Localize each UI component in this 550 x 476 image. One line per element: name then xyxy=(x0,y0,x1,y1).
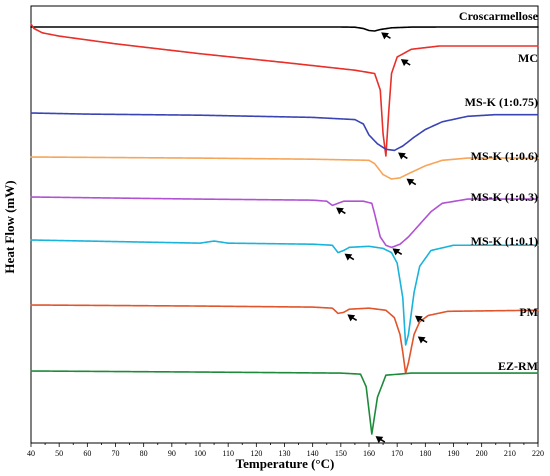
x-tick-label: 160 xyxy=(363,449,375,458)
series-trace xyxy=(30,26,539,32)
peak-arrow xyxy=(344,253,355,261)
peak-arrow xyxy=(398,152,408,160)
peak-arrow xyxy=(375,436,386,444)
x-tick-label: 210 xyxy=(504,449,516,458)
x-tick-label: 200 xyxy=(476,449,488,458)
x-tick-label: 140 xyxy=(307,449,319,458)
x-tick-label: 90 xyxy=(168,449,176,458)
peak-arrows xyxy=(336,32,428,444)
x-tick-label: 220 xyxy=(532,449,544,458)
series-trace xyxy=(30,23,539,157)
series-trace xyxy=(30,156,539,180)
x-tick-label: 130 xyxy=(279,449,291,458)
peak-arrow xyxy=(392,248,403,256)
y-axis-title: Heat Flow (mW) xyxy=(2,180,17,273)
series-label: PM xyxy=(519,305,538,319)
peak-arrow xyxy=(347,314,358,322)
series-label: MS-K (1:0.6) xyxy=(471,149,538,163)
x-tick-label: 170 xyxy=(391,449,403,458)
series-label: MS-K (1:0.1) xyxy=(471,234,538,248)
plot-area xyxy=(30,5,539,444)
x-axis: 40 50 60 70 80 90 100 110 120 130 140 150 160 170 180 1… xyxy=(27,443,544,458)
series-label: MC xyxy=(518,51,538,65)
x-tick-label: 190 xyxy=(448,449,460,458)
x-tick-label: 40 xyxy=(27,449,35,458)
series-trace xyxy=(30,304,539,375)
series-label: EZ-RM xyxy=(498,359,538,373)
series-trace xyxy=(30,370,539,435)
series-traces xyxy=(30,23,539,435)
x-tick-label: 180 xyxy=(419,449,431,458)
series-label: MS-K (1:0.3) xyxy=(471,190,538,204)
series-trace xyxy=(30,112,539,152)
series-label: Croscarmellose xyxy=(459,9,539,23)
series-trace xyxy=(30,196,539,249)
peak-arrow xyxy=(414,315,425,323)
x-tick-label: 80 xyxy=(140,449,148,458)
series-label: MS-K (1:0.75) xyxy=(465,95,538,109)
x-tick-label: 150 xyxy=(335,449,347,458)
peak-arrow xyxy=(381,32,391,40)
series-trace xyxy=(30,239,539,346)
x-tick-label: 50 xyxy=(55,449,63,458)
x-tick-label: 110 xyxy=(222,449,234,458)
peak-arrow xyxy=(417,336,428,344)
plot-frame xyxy=(30,5,539,444)
x-tick-label: 70 xyxy=(112,449,120,458)
series-labels: Croscarmellose MC MS-K (1:0.75) MS-K (1:0.6… xyxy=(459,9,539,373)
peak-arrow xyxy=(406,178,417,186)
peak-arrow xyxy=(336,207,346,215)
x-tick-label: 60 xyxy=(83,449,91,458)
x-tick-label: 100 xyxy=(194,449,206,458)
x-axis-title: Temperature (°C) xyxy=(236,456,335,471)
peak-arrow xyxy=(400,59,411,67)
x-tick-label: 120 xyxy=(250,449,262,458)
